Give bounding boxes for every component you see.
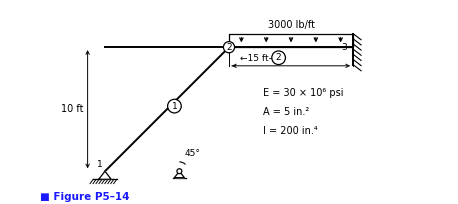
Circle shape <box>272 51 285 64</box>
Circle shape <box>168 99 181 113</box>
Text: 2: 2 <box>226 43 232 52</box>
Text: ←15 ft–: ←15 ft– <box>240 54 273 63</box>
Polygon shape <box>174 171 185 178</box>
Circle shape <box>177 169 182 174</box>
Text: ■ Figure P5–14: ■ Figure P5–14 <box>40 192 129 202</box>
Text: 1: 1 <box>172 102 177 111</box>
Text: 45°: 45° <box>185 149 200 157</box>
Polygon shape <box>99 171 111 179</box>
Circle shape <box>224 42 234 53</box>
Text: 2: 2 <box>276 53 281 62</box>
Text: E = 30 × 10⁶ psi: E = 30 × 10⁶ psi <box>263 88 344 98</box>
Text: 3000 lb/ft: 3000 lb/ft <box>267 20 315 30</box>
Text: I = 200 in.⁴: I = 200 in.⁴ <box>263 126 318 136</box>
Text: 10 ft: 10 ft <box>61 104 83 114</box>
Text: A = 5 in.²: A = 5 in.² <box>263 107 309 117</box>
Text: 3: 3 <box>342 43 347 52</box>
Text: 1: 1 <box>97 160 103 169</box>
